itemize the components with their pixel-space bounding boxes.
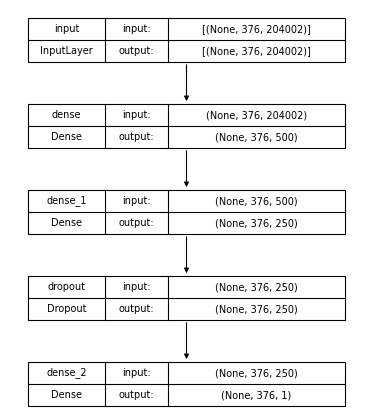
Text: output:: output: [119, 218, 154, 228]
Text: InputLayer: InputLayer [40, 46, 93, 56]
Text: [(None, 376, 204002)]: [(None, 376, 204002)] [202, 46, 311, 56]
Text: output:: output: [119, 390, 154, 400]
Text: (None, 376, 204002): (None, 376, 204002) [206, 110, 307, 120]
Text: Dense: Dense [51, 132, 82, 142]
Bar [28, 18, 345, 62]
Bar [28, 276, 345, 320]
Text: Dense: Dense [51, 218, 82, 228]
Text: dense: dense [52, 110, 81, 120]
Text: (None, 376, 250): (None, 376, 250) [215, 368, 298, 378]
Text: input:: input: [122, 110, 151, 120]
Text: dropout: dropout [47, 282, 86, 292]
Text: dense_1: dense_1 [46, 196, 87, 206]
Text: (None, 376, 1): (None, 376, 1) [221, 390, 292, 400]
Bar [28, 104, 345, 148]
Text: (None, 376, 500): (None, 376, 500) [215, 196, 298, 206]
Text: (None, 376, 250): (None, 376, 250) [215, 218, 298, 228]
Text: Dense: Dense [51, 390, 82, 400]
Text: output:: output: [119, 46, 154, 56]
Text: [(None, 376, 204002)]: [(None, 376, 204002)] [202, 24, 311, 34]
Text: input:: input: [122, 24, 151, 34]
Text: input:: input: [122, 368, 151, 378]
Text: input: input [54, 24, 79, 34]
Text: (None, 376, 250): (None, 376, 250) [215, 304, 298, 314]
Text: dense_2: dense_2 [46, 367, 87, 379]
Text: output:: output: [119, 132, 154, 142]
Text: Dropout: Dropout [47, 304, 86, 314]
Text: input:: input: [122, 282, 151, 292]
Bar [28, 190, 345, 234]
Text: (None, 376, 500): (None, 376, 500) [215, 132, 298, 142]
Text: input:: input: [122, 196, 151, 206]
Text: (None, 376, 250): (None, 376, 250) [215, 282, 298, 292]
Bar [28, 362, 345, 406]
Text: output:: output: [119, 304, 154, 314]
